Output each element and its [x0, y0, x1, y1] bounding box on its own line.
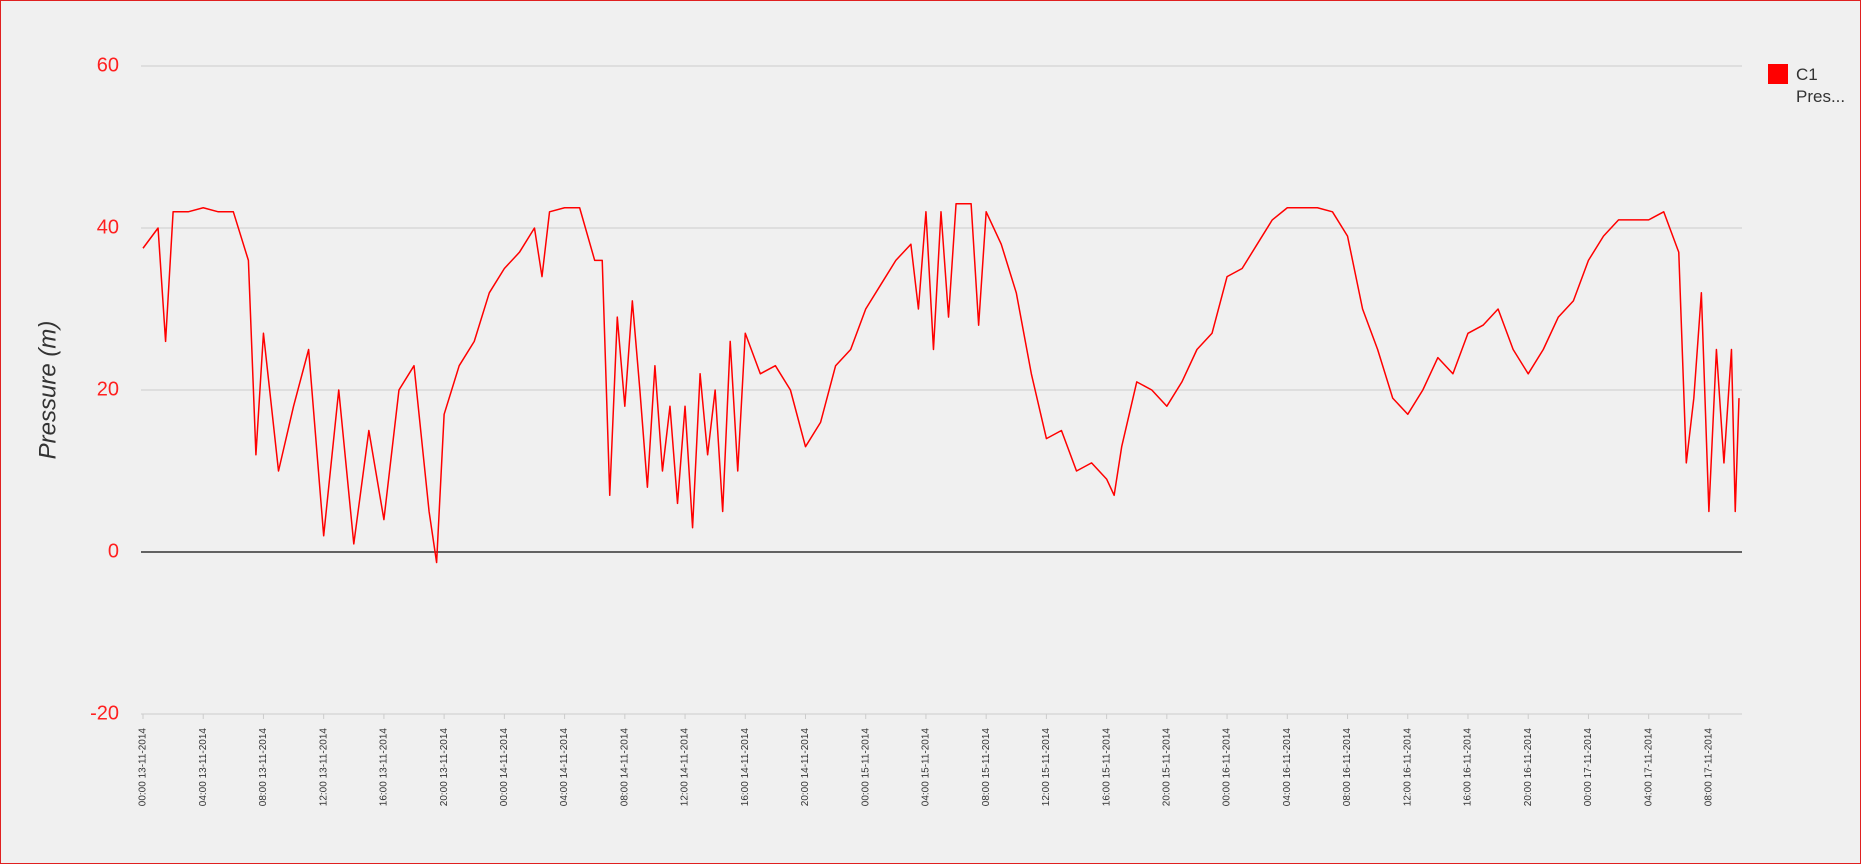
y-tick-label: -20	[90, 702, 119, 724]
x-tick-label: 20:00 15-11-2014	[1161, 728, 1172, 807]
legend: C1 Pres...	[1768, 64, 1861, 108]
x-tick-label: 04:00 17-11-2014	[1643, 728, 1654, 807]
x-tick-label: 20:00 16-11-2014	[1523, 728, 1534, 807]
y-tick-label: 0	[108, 540, 119, 562]
x-tick-label: 04:00 15-11-2014	[921, 728, 932, 807]
x-tick-label: 00:00 14-11-2014	[499, 728, 510, 807]
x-tick-label: 08:00 17-11-2014	[1704, 728, 1715, 807]
x-tick-label: 08:00 14-11-2014	[619, 728, 630, 807]
x-tick-label: 00:00 16-11-2014	[1222, 728, 1233, 807]
x-tick-label: 08:00 15-11-2014	[981, 728, 992, 807]
y-tick-label: 20	[97, 378, 119, 400]
y-axis-label: Pressure (m)	[34, 321, 61, 460]
x-tick-label: 00:00 17-11-2014	[1583, 728, 1594, 807]
x-tick-label: 08:00 16-11-2014	[1342, 728, 1353, 807]
line-series	[142, 202, 1740, 564]
x-tick-label: 04:00 14-11-2014	[559, 728, 570, 807]
x-tick-label: 12:00 14-11-2014	[680, 728, 691, 807]
x-tick-label: 20:00 13-11-2014	[439, 728, 450, 807]
x-tick-label: 16:00 15-11-2014	[1101, 728, 1112, 807]
x-tick-label: 04:00 16-11-2014	[1282, 728, 1293, 807]
x-tick-label: 12:00 13-11-2014	[318, 728, 329, 807]
x-tick-label: 16:00 14-11-2014	[740, 728, 751, 807]
x-tick-label: 12:00 16-11-2014	[1402, 728, 1413, 807]
x-tick-label: 12:00 15-11-2014	[1041, 728, 1052, 807]
x-tick-label: 16:00 13-11-2014	[379, 728, 390, 807]
y-tick-label: 60	[97, 54, 119, 76]
y-tick-label: 40	[97, 216, 119, 238]
x-tick-label: 00:00 13-11-2014	[138, 728, 149, 807]
x-tick-label: 08:00 13-11-2014	[258, 728, 269, 807]
x-tick-label: 04:00 13-11-2014	[198, 728, 209, 807]
x-tick-label: 20:00 14-11-2014	[800, 728, 811, 807]
x-tick-label: 16:00 16-11-2014	[1463, 728, 1474, 807]
legend-swatch	[1768, 64, 1788, 84]
x-tick-label: 00:00 15-11-2014	[860, 728, 871, 807]
legend-label: C1 Pres...	[1796, 65, 1846, 106]
